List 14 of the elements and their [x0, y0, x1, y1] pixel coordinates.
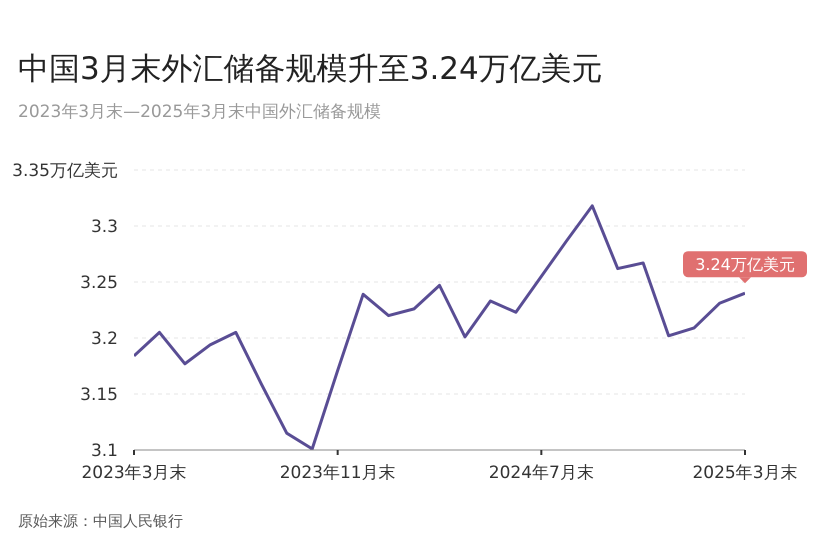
y-tick-label: 3.1 [90, 441, 118, 461]
annotation: 3.24万亿美元 [695, 255, 795, 274]
chart-subtitle: 2023年3月末—2025年3月末中国外汇储备规模 [18, 101, 382, 123]
y-tick-label: 3.15 [80, 385, 118, 405]
x-tick-label: 2023年3月末 [81, 463, 187, 483]
chart-title: 中国3月末外汇储备规模升至3.24万亿美元 [18, 50, 603, 89]
x-tick-label: 2023年11月末 [280, 463, 396, 483]
y-tick-label: 3.3 [90, 217, 118, 237]
y-tick-label: 3.25 [80, 273, 118, 293]
x-tick-label: 2025年3月末 [692, 463, 798, 483]
y-tick-label: 3.35万亿美元 [12, 161, 118, 181]
x-tick-label: 2024年7月末 [488, 463, 594, 483]
text: 原始来源：中国人民银行 [18, 512, 183, 531]
y-tick-label: 3.2 [90, 329, 118, 349]
